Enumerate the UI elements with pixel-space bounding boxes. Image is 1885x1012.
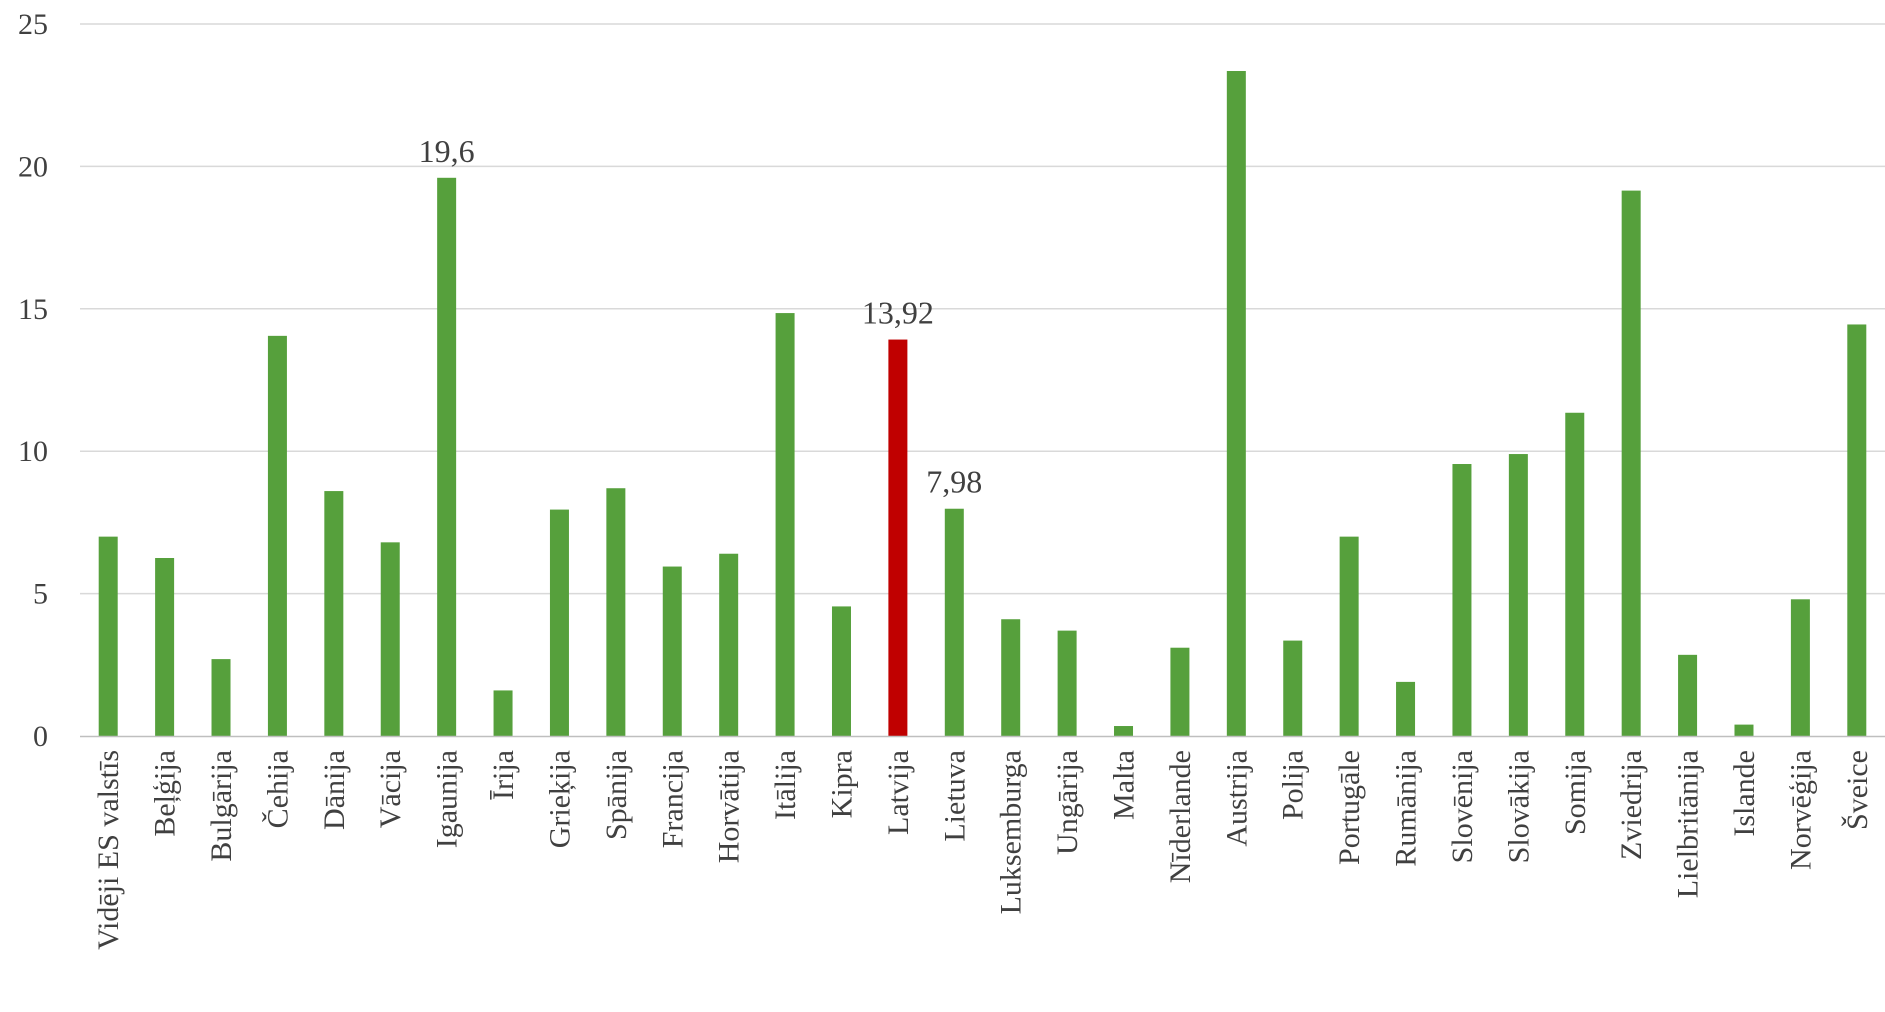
x-tick-label: Zviedrija xyxy=(1615,750,1648,860)
x-tick-label: Francija xyxy=(656,750,689,848)
x-tick-label: Igaunija xyxy=(431,750,464,848)
x-tick-label: Portugāle xyxy=(1333,750,1366,865)
y-tick-label: 20 xyxy=(18,150,48,183)
x-tick-label: Lielbritānija xyxy=(1672,750,1705,898)
bar-default xyxy=(437,177,457,737)
x-tick-label: Beļģija xyxy=(149,750,182,837)
x-axis-labels: Vidēji ES valstīs Beļģija Bulgārija Čehija D… xyxy=(92,750,1874,950)
bar-default xyxy=(211,659,231,736)
bar-default xyxy=(1339,536,1359,736)
x-tick-label: Latvija xyxy=(882,750,915,835)
y-tick-label: 25 xyxy=(18,8,48,41)
x-tick-label: Čehija xyxy=(261,750,294,828)
y-tick-label: 10 xyxy=(18,435,48,468)
bar-default xyxy=(1508,454,1528,736)
x-tick-label: Slovēnija xyxy=(1446,750,1479,863)
bar-default xyxy=(155,558,175,736)
gridlines xyxy=(80,23,1885,595)
bar-default xyxy=(1621,190,1641,736)
bar-default xyxy=(1226,70,1246,736)
x-tick-label: Nīderlande xyxy=(1164,750,1197,883)
bar-default xyxy=(1057,630,1077,736)
bar-default xyxy=(1001,619,1021,736)
bar-default xyxy=(1452,464,1472,736)
bar-default xyxy=(1790,599,1810,736)
bar-default xyxy=(1678,654,1698,736)
bar-default xyxy=(1565,412,1585,736)
x-tick-label: Vidēji ES valstīs xyxy=(92,750,125,950)
y-tick-label: 15 xyxy=(18,293,48,326)
data-labels: 19,6 13,92 7,98 xyxy=(419,133,983,500)
bar-default xyxy=(831,606,851,736)
x-tick-label: Polija xyxy=(1277,750,1310,820)
bar-default xyxy=(1847,324,1867,736)
x-tick-label: Dānija xyxy=(318,750,351,830)
y-tick-label: 0 xyxy=(33,720,48,753)
x-tick-label: Lietuva xyxy=(938,750,971,842)
x-tick-label: Ungārija xyxy=(1051,750,1084,855)
y-axis-ticks: 0 5 10 15 20 25 xyxy=(18,8,48,753)
y-tick-label: 5 xyxy=(33,578,48,611)
bar-default xyxy=(944,508,964,736)
bar-default xyxy=(1734,724,1754,736)
x-tick-label: Norvēģija xyxy=(1784,750,1817,870)
x-tick-label: Šveice xyxy=(1841,750,1874,830)
x-tick-label: Vācija xyxy=(374,750,407,828)
bar-default xyxy=(662,566,682,736)
x-tick-label: Īrija xyxy=(487,750,520,800)
x-tick-label: Slovākija xyxy=(1502,750,1535,863)
data-label: 7,98 xyxy=(926,464,982,500)
x-tick-label: Itālija xyxy=(769,750,802,820)
bars xyxy=(98,70,1867,737)
bar-default xyxy=(98,536,118,736)
data-label: 13,92 xyxy=(862,295,934,331)
bar-default xyxy=(1396,681,1416,736)
x-tick-label: Luksemburga xyxy=(995,750,1028,914)
bar-default xyxy=(1170,647,1190,736)
bar-default xyxy=(267,335,287,736)
bar-default xyxy=(493,690,513,736)
bar-default xyxy=(549,509,569,736)
x-tick-label: Austrija xyxy=(1220,750,1253,847)
x-tick-label: Malta xyxy=(1108,750,1141,820)
x-tick-label: Islande xyxy=(1728,750,1761,837)
x-tick-label: Horvātija xyxy=(713,750,746,863)
bar-default xyxy=(1114,726,1134,736)
bar-default xyxy=(1283,640,1303,736)
data-label: 19,6 xyxy=(419,133,475,169)
bar-default xyxy=(775,313,795,736)
x-tick-label: Bulgārija xyxy=(205,750,238,862)
x-tick-label: Spānija xyxy=(600,750,633,840)
x-tick-label: Somija xyxy=(1559,750,1592,835)
bar-highlight xyxy=(888,339,908,736)
bar-default xyxy=(380,542,400,736)
bar-default xyxy=(606,488,626,736)
x-tick-label: Rumānija xyxy=(1390,750,1423,867)
bar-default xyxy=(719,553,739,736)
x-tick-label: Grieķija xyxy=(543,750,576,848)
bar-default xyxy=(324,491,344,736)
x-tick-label: Kipra xyxy=(825,750,858,818)
